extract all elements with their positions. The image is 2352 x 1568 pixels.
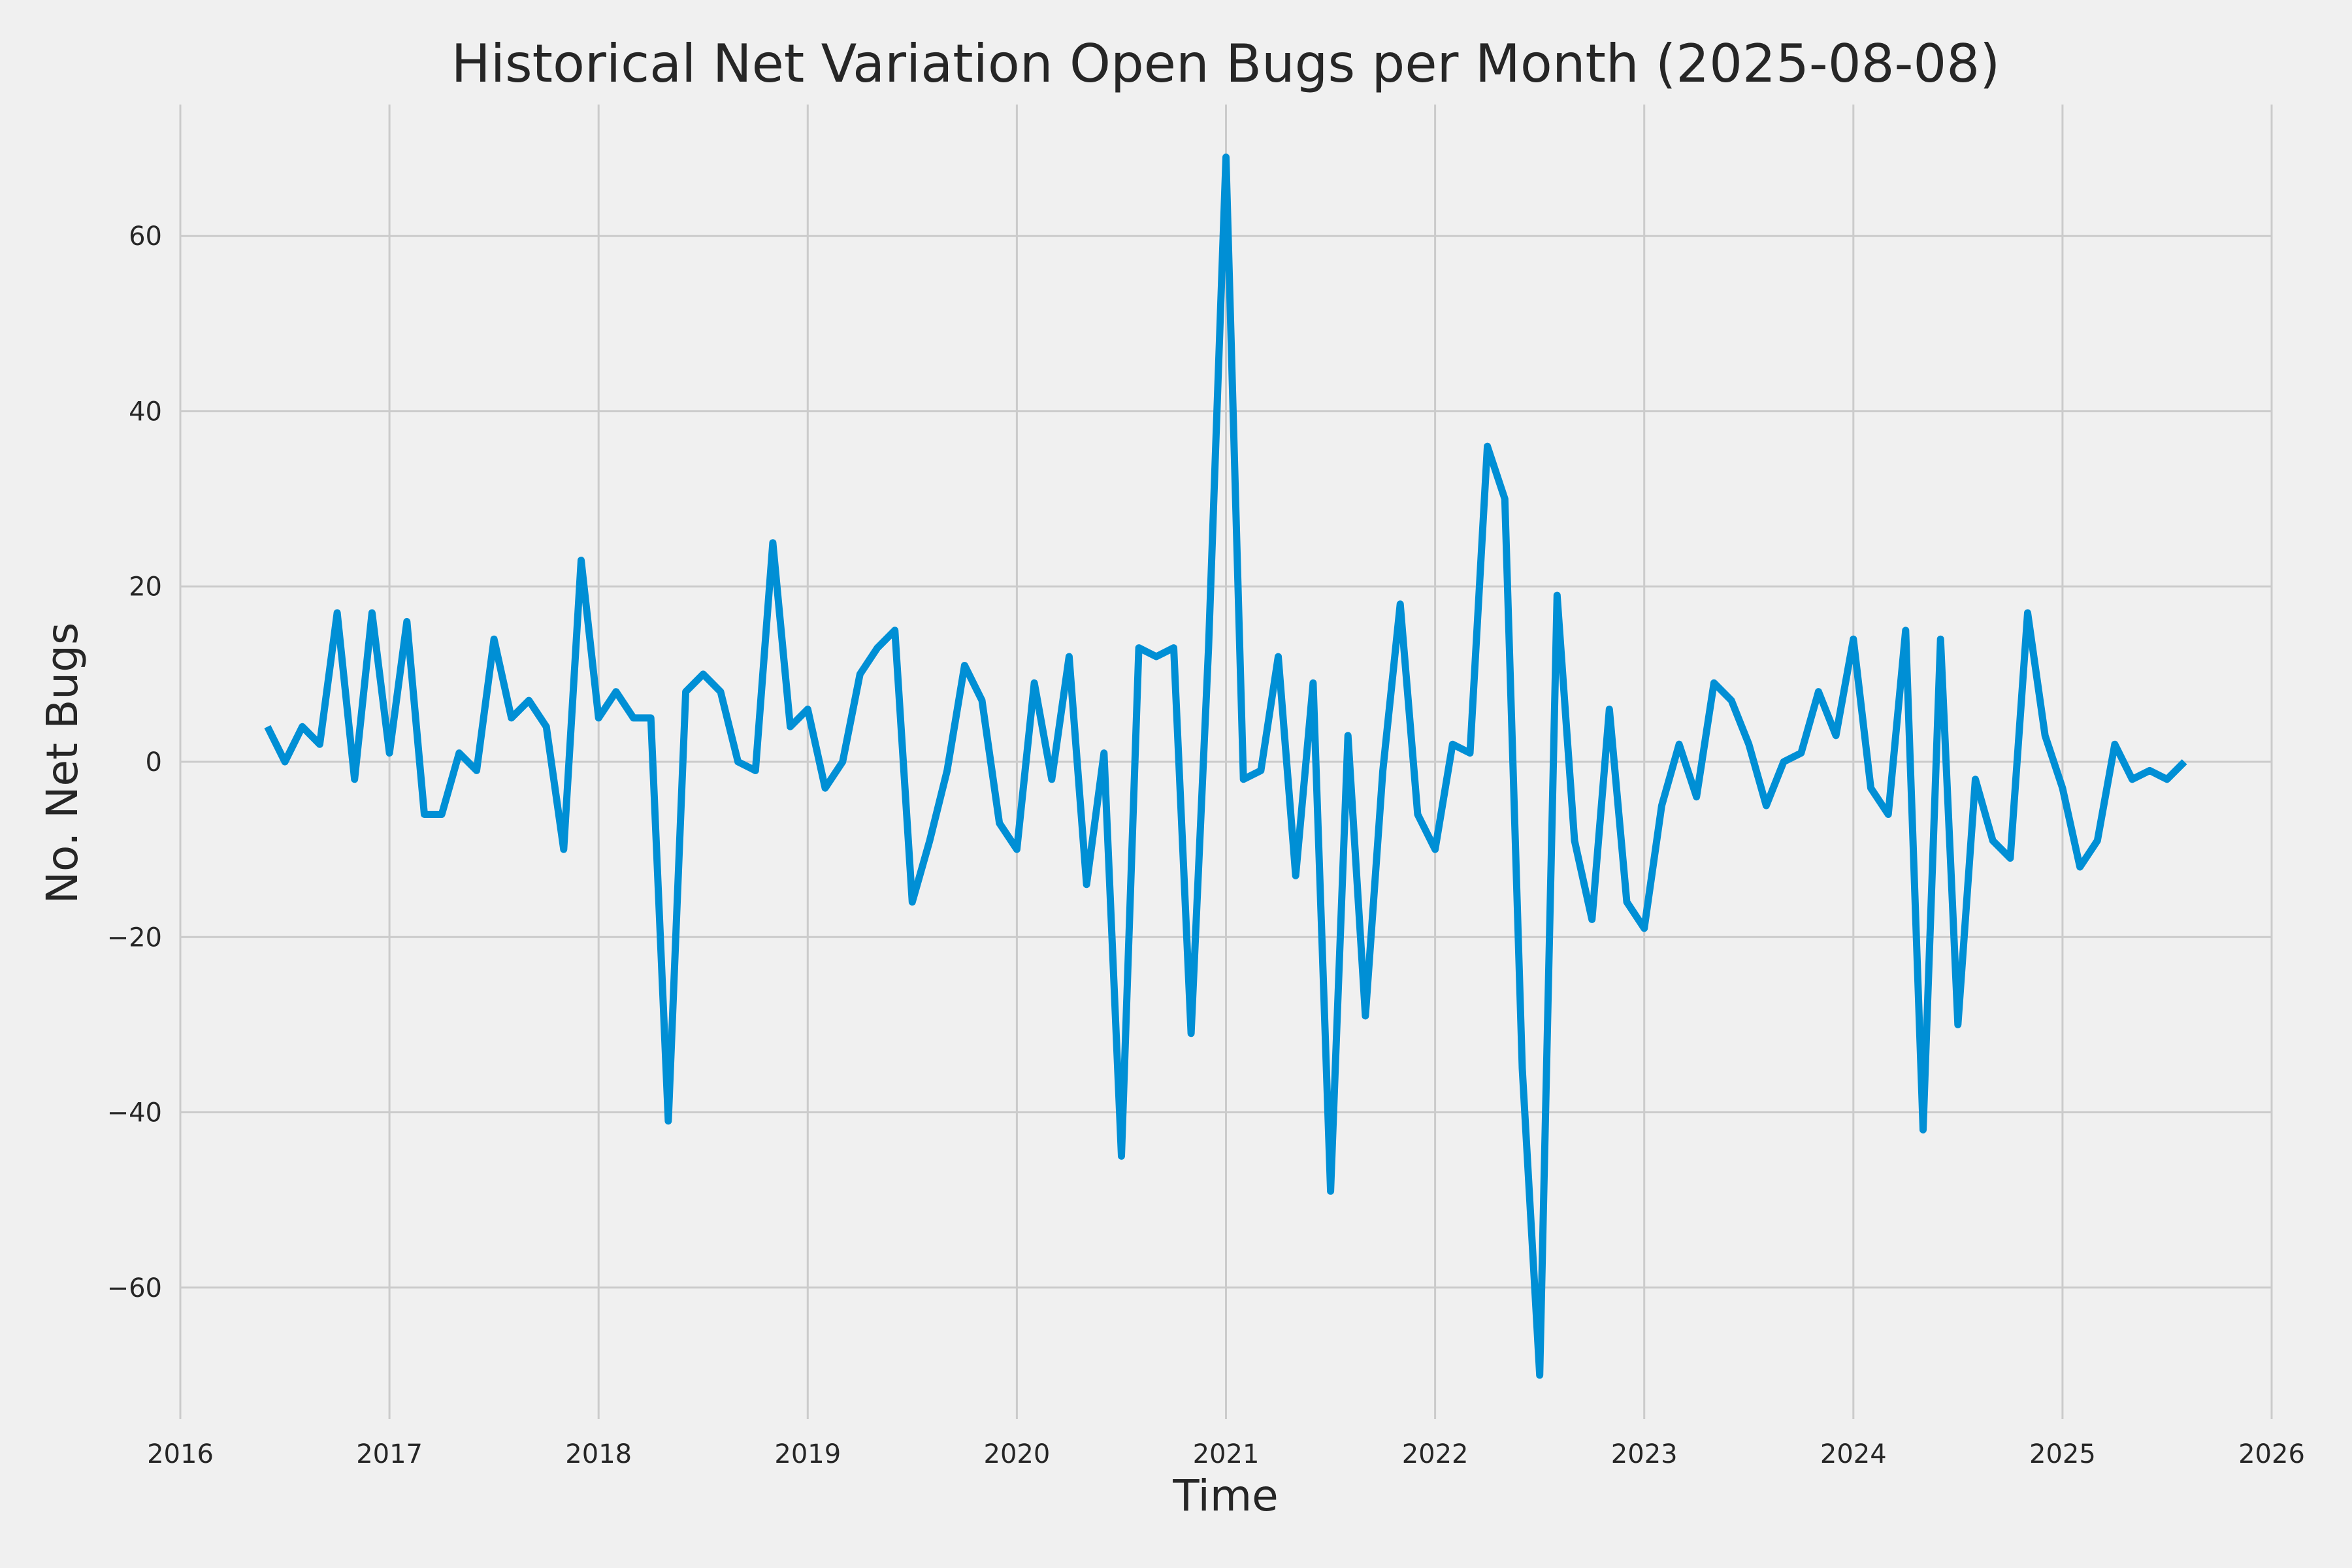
x-tick-label: 2019 bbox=[774, 1439, 841, 1469]
y-tick-label: −40 bbox=[107, 1098, 162, 1128]
x-tick-label: 2018 bbox=[565, 1439, 632, 1469]
x-axis-title: Time bbox=[1172, 1471, 1279, 1521]
y-tick-label: −60 bbox=[107, 1273, 162, 1303]
y-tick-label: 20 bbox=[129, 572, 162, 602]
y-tick-label: 60 bbox=[129, 221, 162, 252]
x-tick-label: 2017 bbox=[356, 1439, 423, 1469]
series-line-0 bbox=[264, 154, 2187, 1379]
x-tick-labels: 2016 2017 2018 2019 2020 2021 2022 2023 2024 2025… bbox=[147, 1439, 2305, 1469]
x-tick-label: 2024 bbox=[1820, 1439, 1887, 1469]
x-tick-label: 2022 bbox=[1402, 1439, 1469, 1469]
y-tick-labels: 60 40 20 0 −20 −40 −60 bbox=[107, 221, 162, 1303]
x-tick-label: 2021 bbox=[1193, 1439, 1260, 1469]
x-tick-label: 2026 bbox=[2238, 1439, 2305, 1469]
series-layer bbox=[264, 154, 2187, 1379]
x-tick-label: 2016 bbox=[147, 1439, 214, 1469]
chart-title: Historical Net Variation Open Bugs per M… bbox=[451, 33, 2001, 94]
y-gridlines bbox=[180, 235, 2272, 1289]
y-tick-label: 40 bbox=[129, 397, 162, 427]
x-tick-label: 2020 bbox=[984, 1439, 1051, 1469]
x-tick-label: 2023 bbox=[1611, 1439, 1678, 1469]
y-axis-title: No. Net Bugs bbox=[37, 623, 88, 904]
y-tick-label: −20 bbox=[107, 923, 162, 953]
x-tick-label: 2025 bbox=[2029, 1439, 2096, 1469]
y-tick-label: 0 bbox=[146, 747, 162, 777]
